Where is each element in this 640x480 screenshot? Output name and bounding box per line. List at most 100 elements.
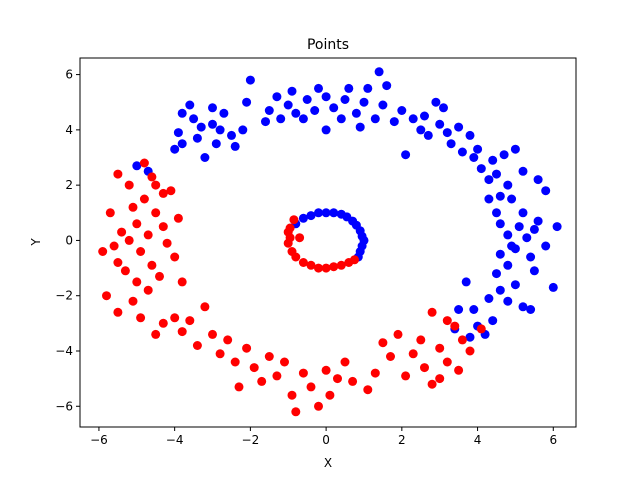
data-point [374, 67, 384, 77]
data-point [454, 122, 464, 132]
data-point [219, 108, 229, 118]
data-point [261, 117, 270, 127]
data-point [503, 180, 513, 190]
data-point [230, 141, 240, 151]
data-point [378, 100, 388, 110]
data-point [446, 139, 456, 149]
data-point [435, 374, 445, 384]
data-point [147, 260, 157, 270]
data-point [173, 213, 183, 223]
ticks-layer: −6 −4 −2 0 2 4 6 −6 −4 −2 0 2 4 6 [55, 68, 557, 447]
data-point [200, 302, 210, 312]
data-point [291, 108, 301, 118]
data-point [492, 169, 501, 179]
data-point [314, 208, 323, 218]
data-point [457, 147, 467, 157]
y-tick-label: −4 [55, 344, 73, 358]
data-point [314, 83, 323, 93]
data-point [287, 86, 297, 96]
data-point [151, 208, 161, 218]
points-layer [98, 67, 562, 417]
data-point [526, 252, 536, 262]
data-point [113, 307, 123, 317]
data-point [143, 285, 153, 295]
data-point [461, 277, 471, 287]
y-axis-label: Y [29, 238, 43, 247]
data-point [397, 106, 407, 115]
data-point [196, 122, 206, 132]
data-point [427, 379, 437, 389]
data-point [469, 153, 479, 162]
x-tick-label: 0 [322, 433, 330, 447]
data-point [151, 329, 161, 339]
data-point [177, 327, 187, 337]
data-point [139, 194, 149, 204]
data-point [132, 277, 142, 287]
data-point [272, 371, 282, 381]
data-point [177, 108, 187, 118]
data-point [495, 249, 505, 259]
data-point [306, 260, 316, 270]
data-point [177, 139, 187, 149]
data-point [158, 222, 168, 232]
data-point [223, 335, 233, 345]
data-point [158, 188, 168, 198]
data-point [170, 252, 180, 262]
data-point [484, 194, 494, 204]
data-point [208, 103, 217, 113]
data-point [435, 343, 445, 353]
data-point [393, 329, 403, 339]
data-point [227, 130, 236, 140]
y-tick-label: −2 [55, 289, 73, 303]
data-point [420, 111, 429, 121]
data-point [242, 343, 252, 353]
data-point [476, 324, 486, 334]
data-point [132, 219, 142, 229]
data-point [336, 114, 346, 124]
data-point [507, 194, 517, 204]
data-point [321, 125, 331, 135]
data-point [208, 119, 217, 129]
data-point [344, 83, 354, 93]
y-tick-label: 4 [65, 123, 73, 137]
data-point [306, 382, 316, 392]
data-point [465, 346, 475, 356]
data-point [287, 390, 297, 400]
data-point [450, 321, 460, 331]
x-tick-label: 2 [398, 433, 406, 447]
data-point [136, 247, 146, 256]
y-tick-label: −6 [55, 399, 73, 413]
data-point [408, 349, 418, 359]
data-point [192, 341, 202, 350]
data-point [170, 144, 180, 154]
data-point [488, 155, 498, 165]
data-point [439, 103, 448, 113]
data-point [329, 208, 339, 218]
data-point [442, 357, 452, 367]
x-tick-label: −2 [242, 433, 260, 447]
data-point [503, 230, 513, 240]
data-point [442, 128, 452, 138]
data-point [386, 352, 395, 361]
data-point [533, 175, 543, 185]
data-point [469, 305, 479, 314]
data-point [340, 95, 350, 104]
data-point [533, 216, 543, 226]
data-point [495, 285, 505, 295]
data-point [548, 282, 558, 292]
data-point [306, 211, 316, 221]
data-point [495, 191, 505, 201]
data-point [351, 108, 361, 118]
data-point [495, 219, 505, 229]
data-point [132, 161, 142, 171]
y-tick-label: 6 [65, 68, 73, 82]
data-point [401, 150, 411, 160]
data-point [503, 296, 513, 306]
data-point [552, 222, 562, 232]
data-point [401, 371, 411, 381]
data-point [109, 241, 119, 251]
data-point [117, 227, 127, 237]
data-point [128, 202, 138, 212]
data-point [522, 233, 532, 243]
data-point [484, 294, 494, 303]
